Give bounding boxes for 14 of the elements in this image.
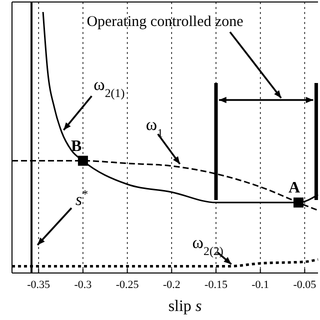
x-tick-label: -0.2 — [162, 279, 180, 291]
x-tick-label: -0.1 — [252, 279, 270, 291]
annotation: A — [288, 180, 300, 197]
ref-line-label: s$^{*}$ — [76, 187, 88, 209]
x-tick-label: -0.05 — [293, 279, 317, 291]
annotation: ω$_{2(1)}$ — [94, 75, 125, 100]
annotation: ω$_{2(2)}$ — [192, 233, 224, 258]
x-tick-label: -0.25 — [116, 279, 140, 291]
x-tick-label: -0.3 — [74, 279, 92, 291]
annotation: B — [70, 138, 82, 155]
x-axis-title: slip s — [168, 298, 202, 315]
annotation: Operating controlled zone — [86, 14, 244, 30]
x-tick-label: -0.15 — [204, 279, 228, 291]
x-tick-label: -0.35 — [27, 279, 51, 291]
